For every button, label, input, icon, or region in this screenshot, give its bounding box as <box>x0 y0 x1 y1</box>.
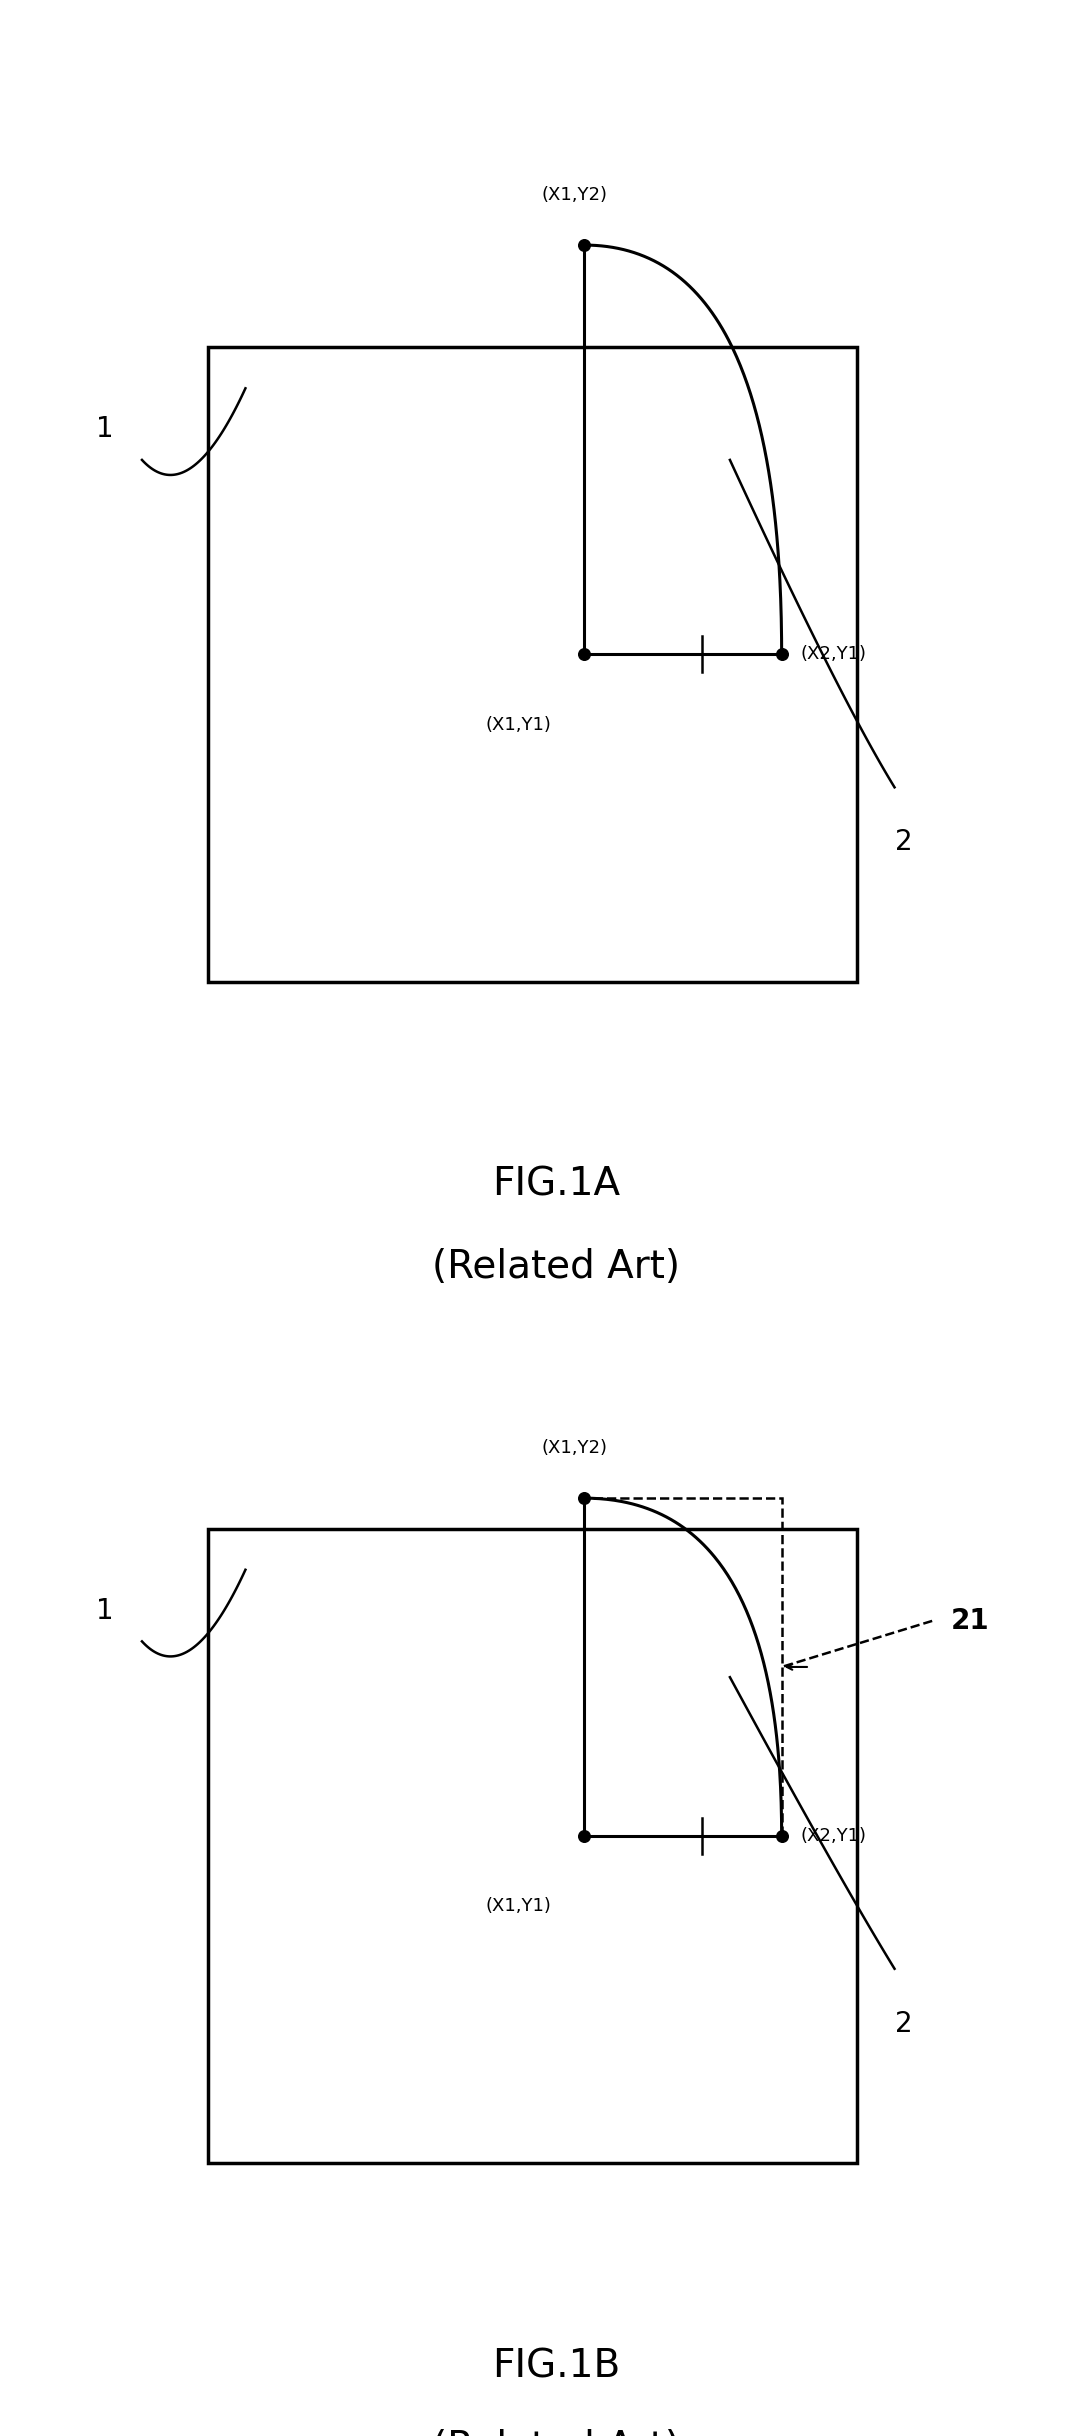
Point <box>773 1817 790 1856</box>
Text: (X1,Y1): (X1,Y1) <box>485 716 552 733</box>
Point <box>575 1817 592 1856</box>
Text: (X2,Y1): (X2,Y1) <box>801 646 867 663</box>
Bar <box>207 1530 857 2163</box>
Text: 1: 1 <box>95 1596 113 1625</box>
Point <box>575 227 592 266</box>
Bar <box>584 1498 781 1837</box>
Point <box>773 636 790 675</box>
Text: (X2,Y1): (X2,Y1) <box>801 1827 867 1844</box>
Text: (X1,Y2): (X1,Y2) <box>542 1440 607 1457</box>
Text: FIG.1A: FIG.1A <box>492 1167 620 1203</box>
Text: 2: 2 <box>895 2010 913 2036</box>
Point <box>575 636 592 675</box>
Text: (Related Art): (Related Art) <box>432 1247 680 1286</box>
Bar <box>207 348 857 982</box>
Point <box>575 1479 592 1518</box>
Text: 1: 1 <box>95 414 113 443</box>
Text: 21: 21 <box>951 1608 990 1635</box>
Text: 2: 2 <box>895 828 913 855</box>
Text: (Related Art): (Related Art) <box>432 2429 680 2436</box>
Text: (X1,Y1): (X1,Y1) <box>485 1898 552 1915</box>
Text: FIG.1B: FIG.1B <box>492 2348 620 2385</box>
Text: (X1,Y2): (X1,Y2) <box>542 185 607 205</box>
